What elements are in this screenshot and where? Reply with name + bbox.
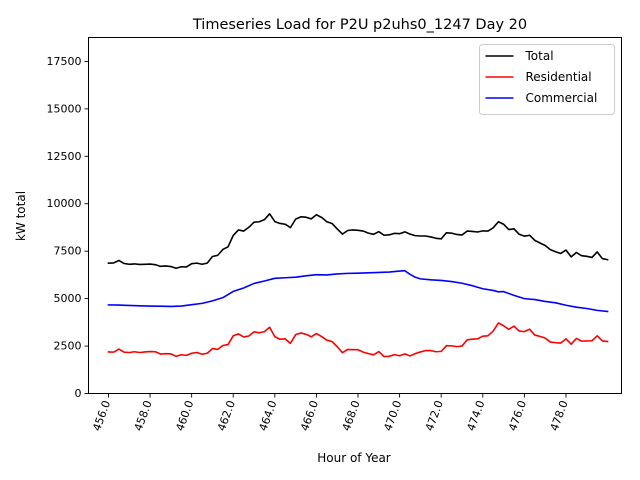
series-line-total bbox=[107, 212, 609, 270]
y-tick-label: 2500 bbox=[54, 340, 82, 353]
y-axis-label: kW total bbox=[14, 191, 28, 241]
legend-label-total: Total bbox=[525, 49, 554, 63]
legend-box bbox=[479, 44, 615, 115]
legend-label-residential: Residential bbox=[526, 70, 592, 84]
y-tick-label: 5000 bbox=[54, 292, 82, 305]
legend: Total Residential Commercial bbox=[479, 44, 615, 115]
chart-title: Timeseries Load for P2U p2uhs0_1247 Day … bbox=[192, 17, 527, 33]
x-axis-label: Hour of Year bbox=[317, 451, 391, 465]
y-tick-label: 12500 bbox=[47, 150, 82, 163]
series-line-commercial bbox=[107, 269, 609, 313]
series-layer bbox=[107, 212, 609, 358]
y-tick-label: 10000 bbox=[47, 197, 82, 210]
y-axis: 0 2500 5000 7500 10000 12500 15000 17500 bbox=[47, 55, 89, 400]
y-tick-label: 17500 bbox=[47, 55, 82, 68]
y-tick-label: 15000 bbox=[47, 102, 82, 115]
plot-frame bbox=[88, 37, 622, 394]
legend-label-commercial: Commercial bbox=[526, 91, 598, 105]
y-tick-label: 0 bbox=[75, 387, 82, 400]
series-line-residential bbox=[107, 322, 609, 358]
y-tick-label: 7500 bbox=[54, 245, 82, 258]
